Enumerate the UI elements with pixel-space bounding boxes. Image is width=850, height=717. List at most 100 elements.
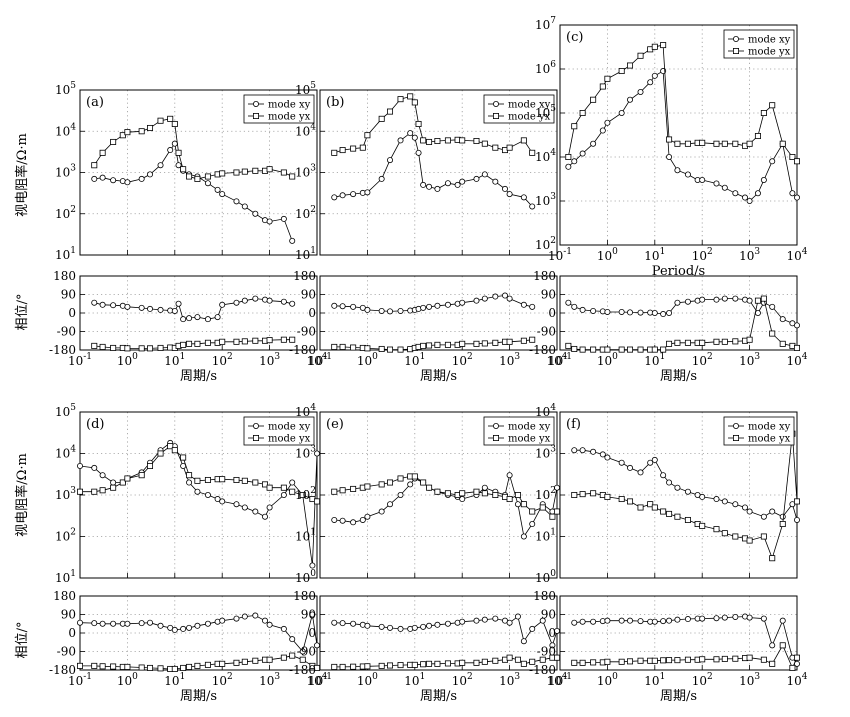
panel-c-phase-yx-point-27 bbox=[794, 344, 801, 351]
panel-c-rho-xy-point-2 bbox=[579, 150, 586, 157]
panel-f-rho-yx-point-18 bbox=[732, 533, 739, 540]
panel-e-rho-yx-point-1 bbox=[339, 487, 346, 494]
panel-b-phase-yx-point-17 bbox=[473, 340, 480, 347]
panel-c-phase-yx-point-10 bbox=[651, 346, 658, 353]
panel-d-rho-xy-line bbox=[79, 442, 318, 566]
panel-d-phase-ytick-label-0: 180 bbox=[53, 589, 76, 603]
panel-c-rho-yx-point-16 bbox=[699, 139, 706, 146]
panel-c-phase-xtick-label-2: 101 bbox=[644, 352, 665, 368]
panel-a-phase-xtick-label-5: 104 bbox=[306, 352, 327, 368]
panel-f-phase-xy-point-20 bbox=[746, 614, 753, 621]
panel-c-rho-yx-point-11 bbox=[660, 42, 667, 49]
panel-e-phase-xy-point-4 bbox=[364, 622, 371, 629]
panel-e-phase-ytick-label-0: 180 bbox=[293, 589, 316, 603]
panel-c-phase-yx-line bbox=[568, 298, 798, 351]
panel-b-rho-yx-point-22 bbox=[520, 137, 527, 144]
panel-d-rho-xy-point-19 bbox=[252, 508, 259, 515]
panel-d-rho-yx-point-7 bbox=[147, 462, 154, 469]
panel-d-phase-xy-point-19 bbox=[252, 612, 259, 619]
panel-b-phase-yx-point-12 bbox=[426, 342, 433, 349]
panel-a-rho-yx-point-10 bbox=[175, 149, 182, 156]
panel-f-phase-xy-point-0 bbox=[571, 619, 578, 626]
panel-c-phase-yx-point-6 bbox=[618, 346, 625, 353]
panel-b-rho-xy-point-9 bbox=[411, 134, 418, 141]
panel-a-rho-ytick-label-3: 104 bbox=[55, 122, 76, 138]
panel-f-phase-ytick-label-2: 0 bbox=[548, 626, 556, 640]
panel-a-legend-text-0: mode xy bbox=[268, 100, 311, 111]
panel-f-phase-xy-point-7 bbox=[637, 618, 644, 625]
panel-d-rho-ytick-label-2: 103 bbox=[55, 486, 76, 502]
panel-c: 102 103 104 105 106 107 10-1 100 101 102 103 104 Per… bbox=[529, 16, 808, 384]
panel-a-phase-xtick-label-0: 10-1 bbox=[68, 352, 92, 368]
panel-f-rho-xy-point-4 bbox=[604, 454, 611, 461]
panel-b-rho-xy-point-2 bbox=[350, 191, 357, 198]
panel-c-phase-yx-point-18 bbox=[721, 338, 728, 345]
panel-a-phase-yx-point-12 bbox=[186, 340, 193, 347]
panel-b-phase-xy-point-2 bbox=[350, 303, 357, 310]
panel-d-rho-xy-point-21 bbox=[266, 504, 273, 511]
panel-e-phase-yx-point-1 bbox=[339, 663, 346, 670]
panel-d-rho-xy-point-0 bbox=[77, 462, 84, 469]
panel-e-phase-yx-point-4 bbox=[364, 663, 371, 670]
panel-e-phase-ytick-label-3: -90 bbox=[297, 645, 316, 659]
panel-c-rho-xy-point-7 bbox=[627, 96, 634, 103]
panel-c-rho-yx-line bbox=[567, 44, 798, 162]
panel-e-rho-yx-point-22 bbox=[520, 501, 527, 508]
panel-e-rho-yx-point-4 bbox=[364, 483, 371, 490]
panel-f-phase-xy-point-15 bbox=[699, 615, 706, 622]
panel-b-phase-xtick-label-4: 103 bbox=[499, 352, 520, 368]
panel-b-phase-yx-point-6 bbox=[387, 346, 394, 353]
panel-b-rho-xy-point-1 bbox=[339, 192, 346, 199]
panel-c-rho-yx-point-24 bbox=[769, 102, 776, 109]
panel-f-rho-xy-point-1 bbox=[579, 447, 586, 454]
panel-c-rho-yx-point-10 bbox=[651, 43, 658, 50]
panel-e-phase-xy-point-1 bbox=[339, 620, 346, 627]
panel-c-rho-yx-point-2 bbox=[579, 110, 586, 117]
panel-c-rho-yx-point-12 bbox=[666, 136, 673, 143]
panel-f-rho-ytick-label-2: 102 bbox=[535, 486, 556, 502]
panel-b-phase-ytick-label-3: -90 bbox=[297, 325, 316, 339]
panel-e-rho-yx-point-18 bbox=[492, 491, 499, 498]
panel-d-phase-yx-point-0 bbox=[77, 662, 84, 669]
panel-f-rho-yx-point-15 bbox=[699, 522, 706, 529]
panel-c-rho-axes: 102 103 104 105 106 107 10-1 100 101 102 103 104 Per… bbox=[535, 16, 808, 279]
panel-f-rho-xy-point-18 bbox=[732, 501, 739, 508]
panel-f-rho-yx-point-4 bbox=[604, 493, 611, 500]
panel-e-phase-xy-point-24 bbox=[539, 617, 546, 624]
panel-a-rho-xy-point-7 bbox=[157, 162, 164, 169]
panel-f-rho-xy-point-25 bbox=[794, 516, 801, 523]
panel-e-rho-ytick-label-0: 100 bbox=[295, 569, 316, 585]
panel-f-phase-yx-point-2 bbox=[590, 659, 597, 666]
panel-c-legend-text-0: mode xy bbox=[748, 35, 791, 46]
panel-e-rho-yx-point-12 bbox=[434, 488, 441, 495]
panel-d-rho-yx-point-6 bbox=[138, 472, 145, 479]
panel-c-rho-xy-point-20 bbox=[742, 194, 749, 201]
panel-a-rho-yx-point-12 bbox=[186, 173, 193, 180]
panel-d-phase-xy-point-3 bbox=[110, 620, 117, 627]
panel-b-phase-yx-point-22 bbox=[520, 337, 527, 344]
panel-e-rho-ytick-label-2: 102 bbox=[295, 486, 316, 502]
panel-d-phase-xy-point-1 bbox=[91, 620, 98, 627]
panel-e-rho-yx-point-20 bbox=[506, 496, 513, 503]
panel-c-rho-ytick-label-4: 106 bbox=[535, 60, 556, 76]
panel-f-phase-yx-point-1 bbox=[579, 659, 586, 666]
panel-a-phase-xy-point-10 bbox=[175, 300, 182, 307]
panel-b-rho-yx-point-0 bbox=[331, 149, 338, 156]
panel-d-phase-yx-point-13 bbox=[194, 662, 201, 669]
panel-a-rho-xy-point-1 bbox=[99, 174, 106, 181]
panel-c-rho-xlabel: Period/s bbox=[652, 264, 705, 279]
panel-a-phase-xlabel: 周期/s bbox=[180, 369, 217, 384]
panel-d-rho-xy-point-16 bbox=[219, 498, 226, 505]
panel-a-phase-xtick-label-1: 100 bbox=[117, 352, 138, 368]
panel-c-phase-xtick-label-3: 102 bbox=[692, 352, 713, 368]
panel-e-phase-xtick-label-1: 100 bbox=[357, 672, 378, 688]
panel-c-rho-yx-point-26 bbox=[789, 153, 796, 160]
panel-e-rho-yx-point-7 bbox=[397, 475, 404, 482]
panel-a-phase-xy-point-23 bbox=[289, 300, 296, 307]
panel-f-rho-ytick-label-4: 104 bbox=[535, 403, 556, 419]
panel-c-phase-yx-point-5 bbox=[604, 346, 611, 353]
panel-e-phase-xy-point-2 bbox=[350, 620, 357, 627]
panel-b-rho-xy-point-12 bbox=[426, 183, 433, 190]
panel-d-rho-yx-point-23 bbox=[289, 488, 296, 495]
